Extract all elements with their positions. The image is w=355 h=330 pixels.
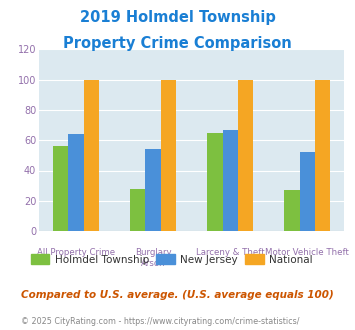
Text: Larceny & Theft: Larceny & Theft	[196, 248, 264, 257]
Bar	[130, 189, 146, 231]
Legend: Holmdel Township, New Jersey, National: Holmdel Township, New Jersey, National	[27, 250, 317, 269]
Bar	[207, 133, 223, 231]
Bar	[284, 190, 300, 231]
Bar	[69, 134, 84, 231]
Bar	[53, 146, 69, 231]
Bar	[161, 80, 176, 231]
Text: Burglary: Burglary	[135, 248, 171, 257]
Text: Arson: Arson	[141, 259, 165, 268]
Bar	[300, 152, 315, 231]
Text: All Property Crime: All Property Crime	[37, 248, 115, 257]
Bar	[315, 80, 331, 231]
Bar	[223, 130, 238, 231]
Bar	[84, 80, 99, 231]
Text: Property Crime Comparison: Property Crime Comparison	[63, 36, 292, 51]
Bar	[238, 80, 253, 231]
Text: © 2025 CityRating.com - https://www.cityrating.com/crime-statistics/: © 2025 CityRating.com - https://www.city…	[21, 317, 300, 326]
Text: 2019 Holmdel Township: 2019 Holmdel Township	[80, 10, 275, 25]
Bar	[146, 149, 161, 231]
Text: Compared to U.S. average. (U.S. average equals 100): Compared to U.S. average. (U.S. average …	[21, 290, 334, 300]
Text: Motor Vehicle Theft: Motor Vehicle Theft	[266, 248, 349, 257]
